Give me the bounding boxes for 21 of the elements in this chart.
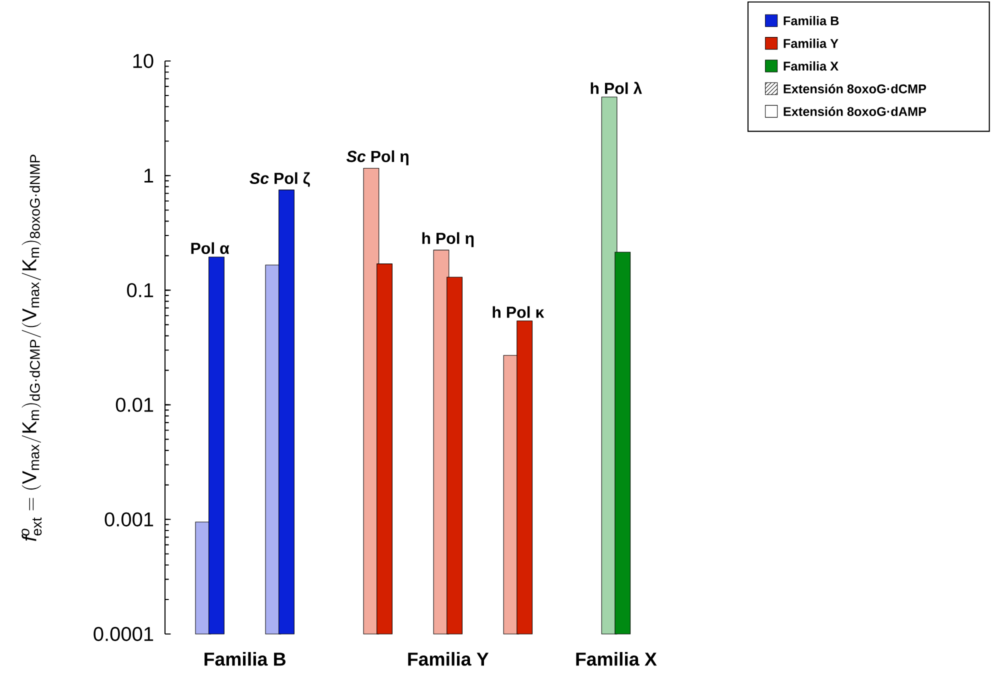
legend-label: Extensión 8oxoG·dAMP [784,106,926,116]
annotation: h Pol η [422,232,474,248]
annotation: Sc Pol η [346,150,408,166]
text: Familia Y [408,652,489,666]
text: Familia X [784,61,838,71]
annotation: h Pol κ [492,306,544,318]
y-tick-label: 1 [144,168,154,182]
text: Familia X [576,652,657,666]
text: Familia B [784,16,839,26]
legend-label: Extensión 8oxoG·dCMP [784,84,926,94]
text: Familia B [204,652,286,666]
annotation: Sc Pol ζ [250,172,310,187]
y-tick-label: 10 [133,54,154,68]
y-tick-label: 0.0001 [94,626,154,642]
y-tick-label: 0.001 [104,512,154,526]
text: Familia Y [784,38,838,48]
annotation: Pol α [191,242,230,254]
annotation: h Pol λ [590,82,642,94]
y-tick-label: 0.01 [116,398,154,412]
y-tick-label: 0.1 [127,283,154,298]
y-axis-title: $f^{o}_{\mathrm{ext}} = (\mathrm{V}_{\mathrm{max}}/\mathrm{K}_{\mathrm{m}})_{\text{dG·dCMP}} / (\mathrm{V}_{\mathrm{max}}/\mathrm{K}_{\mathrm{m}})_{\text{8oxoG·dNMP}}$ [22,154,42,541]
